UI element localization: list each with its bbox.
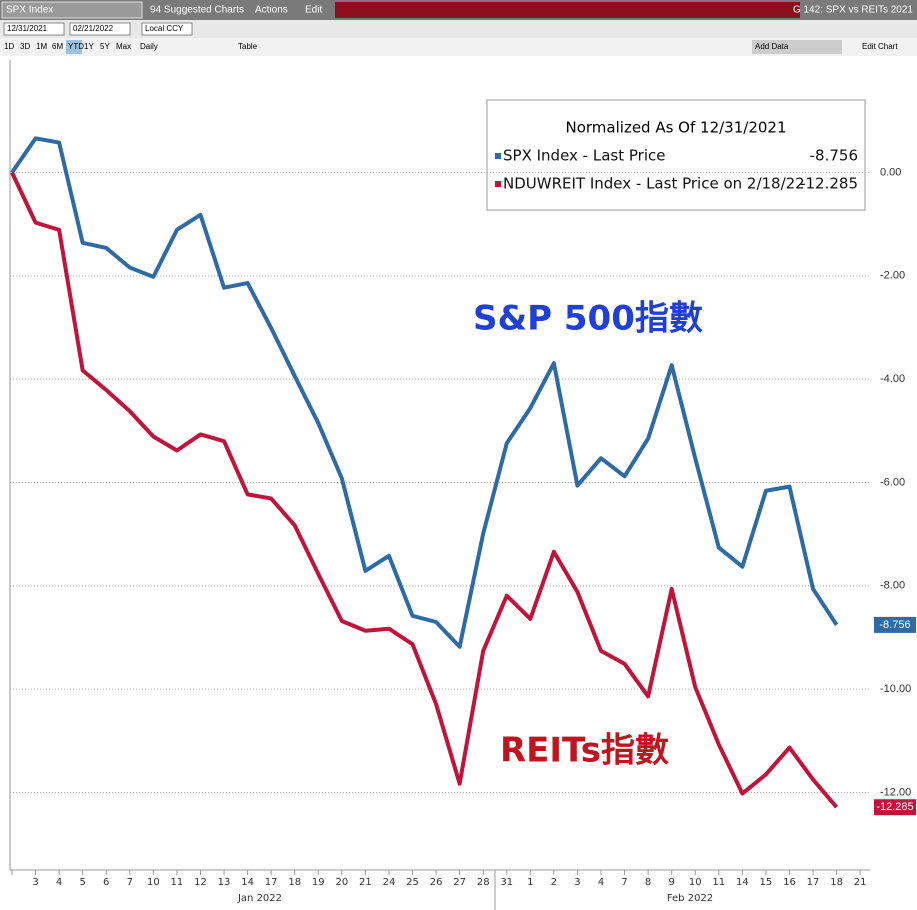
x-tick-label: 11 bbox=[712, 877, 725, 888]
last-value: -12.285 bbox=[876, 801, 913, 813]
series-line bbox=[10, 171, 839, 809]
frequency[interactable]: Daily bbox=[140, 42, 158, 51]
x-tick-label: 10 bbox=[147, 877, 160, 888]
x-tick-label: 11 bbox=[171, 877, 184, 888]
last-value-box bbox=[874, 616, 916, 633]
y-tick-label: 0.00 bbox=[880, 166, 901, 178]
legend-title: Normalized As Of 12/31/2021 bbox=[566, 119, 787, 137]
period-selected bbox=[66, 40, 82, 54]
month-label: Feb 2022 bbox=[667, 893, 713, 904]
x-tick-label: 28 bbox=[477, 877, 490, 888]
annotation: S&P 500指數 bbox=[473, 299, 703, 339]
ccy-box[interactable] bbox=[141, 22, 193, 36]
x-tick-label: 9 bbox=[668, 877, 674, 888]
last-value: -8.756 bbox=[879, 619, 910, 631]
start-box[interactable] bbox=[3, 22, 65, 36]
y-tick-label: -4.00 bbox=[880, 373, 905, 385]
legend-name: NDUWREIT Index - Last Price on 2/18/22 bbox=[503, 175, 805, 193]
x-tick-label: 7 bbox=[621, 877, 627, 888]
x-tick-label: 27 bbox=[453, 877, 466, 888]
x-tick-label: 4 bbox=[56, 877, 62, 888]
x-tick-label: 2 bbox=[551, 877, 557, 888]
period[interactable]: 1M bbox=[36, 42, 47, 51]
x-tick-label: 8 bbox=[645, 877, 651, 888]
start-date: 12/31/2021 bbox=[7, 24, 48, 33]
x-tick-label: 14 bbox=[736, 877, 749, 888]
end-box[interactable] bbox=[69, 22, 131, 36]
add-data: Add Data bbox=[755, 42, 789, 51]
legend-value: -8.756 bbox=[810, 147, 858, 165]
period[interactable]: 1D bbox=[4, 42, 14, 51]
add-data-box[interactable] bbox=[752, 40, 842, 54]
period[interactable]: 1Y bbox=[84, 42, 94, 51]
legend-box bbox=[486, 99, 866, 211]
x-tick-label: 14 bbox=[241, 877, 254, 888]
edit-chart[interactable]: Edit Chart bbox=[862, 42, 898, 51]
month-label: Jan 2022 bbox=[237, 893, 282, 904]
y-tick-label: -8.00 bbox=[880, 580, 905, 592]
x-tick-label: 24 bbox=[383, 877, 396, 888]
x-tick-label: 13 bbox=[218, 877, 231, 888]
legend-name: SPX Index - Last Price bbox=[503, 147, 665, 165]
suggested[interactable]: 94 Suggested Charts bbox=[150, 5, 244, 16]
security-box[interactable] bbox=[1, 1, 143, 19]
period[interactable]: 3D bbox=[20, 42, 30, 51]
x-tick-label: 31 bbox=[500, 877, 513, 888]
annotation: REITs指數 bbox=[500, 731, 669, 771]
x-tick-label: 21 bbox=[854, 877, 867, 888]
x-tick-label: 19 bbox=[312, 877, 325, 888]
period[interactable]: YTD bbox=[68, 42, 84, 51]
x-tick-label: 21 bbox=[359, 877, 372, 888]
x-tick-label: 26 bbox=[430, 877, 443, 888]
x-tick-label: 20 bbox=[335, 877, 348, 888]
toolbar-row3 bbox=[0, 38, 917, 56]
y-tick-label: -2.00 bbox=[880, 270, 905, 282]
legend-swatch bbox=[495, 181, 501, 187]
period[interactable]: Max bbox=[116, 42, 131, 51]
table[interactable]: Table bbox=[238, 42, 258, 51]
edit[interactable]: Edit bbox=[305, 5, 322, 16]
x-tick-label: 16 bbox=[783, 877, 796, 888]
y-tick-label: -12.00 bbox=[880, 786, 911, 798]
x-tick-label: 3 bbox=[32, 877, 38, 888]
end-date: 02/21/2022 bbox=[73, 24, 114, 33]
legend-value: -12.285 bbox=[800, 175, 858, 193]
x-tick-label: 18 bbox=[288, 877, 301, 888]
y-tick-label: -10.00 bbox=[880, 683, 911, 695]
x-tick-label: 17 bbox=[265, 877, 278, 888]
x-tick-label: 15 bbox=[760, 877, 773, 888]
x-tick-label: 1 bbox=[527, 877, 533, 888]
actions[interactable]: Actions bbox=[255, 5, 288, 16]
title-bar bbox=[335, 2, 800, 18]
period[interactable]: 6M bbox=[52, 42, 63, 51]
currency: Local CCY bbox=[145, 24, 184, 33]
x-tick-label: 10 bbox=[689, 877, 702, 888]
toolbar-row2 bbox=[0, 20, 917, 38]
chart-name: G 142: SPX vs REITs 2021 bbox=[793, 5, 913, 16]
x-tick-label: 17 bbox=[807, 877, 820, 888]
security: SPX Index bbox=[6, 5, 53, 16]
x-tick-label: 12 bbox=[194, 877, 207, 888]
x-tick-label: 6 bbox=[103, 877, 109, 888]
x-tick-label: 4 bbox=[598, 877, 604, 888]
series-line bbox=[10, 136, 839, 649]
x-tick-label: 3 bbox=[574, 877, 580, 888]
x-tick-label: 18 bbox=[830, 877, 843, 888]
x-tick-label: 7 bbox=[127, 877, 133, 888]
legend-swatch bbox=[495, 153, 501, 159]
y-tick-label: -6.00 bbox=[880, 476, 905, 488]
period[interactable]: 5Y bbox=[100, 42, 110, 51]
last-value-box bbox=[874, 799, 916, 816]
x-tick-label: 5 bbox=[79, 877, 85, 888]
x-tick-label: 25 bbox=[406, 877, 419, 888]
